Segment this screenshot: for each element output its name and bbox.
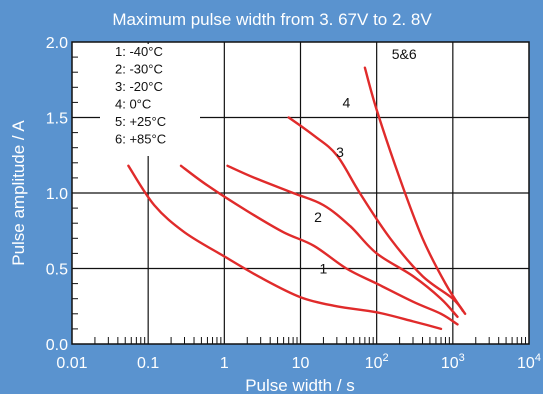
x-tick-label: 0.01 (56, 355, 87, 372)
curve-label-4: 4 (342, 94, 350, 110)
curves (127, 66, 467, 331)
curve-5&6 (363, 66, 464, 312)
x-tick-label: 0.1 (137, 355, 159, 372)
x-tick-label: 10 (292, 355, 310, 372)
grid-lines (72, 42, 529, 344)
curve-1 (127, 164, 443, 331)
y-tick-label: 1.0 (46, 186, 68, 203)
x-tick-labels: 0.01 0.1 1 10 102 103 104 (56, 352, 541, 372)
curve-label-2: 2 (314, 209, 322, 225)
legend-entry: 3: -20°C (115, 79, 163, 94)
curve-labels: 1 2 3 4 5&6 (314, 46, 417, 276)
x-tick-label: 1 (220, 355, 229, 372)
axis-ticks (72, 41, 527, 345)
legend: 1: -40°C 2: -30°C 3: -20°C 4: 0°C 5: +25°C 6:… (115, 44, 166, 147)
x-tick-exponent: 2 (383, 352, 389, 364)
curve-4 (287, 116, 467, 315)
legend-entry: 6: +85°C (115, 132, 166, 147)
chart-title: Maximum pulse width from 3. 67V to 2. 8V (112, 10, 432, 29)
legend-entry: 5: +25°C (115, 114, 166, 129)
y-tick-labels: 0.0 0.5 1.0 1.5 2.0 (46, 35, 68, 354)
curve-label-1: 1 (320, 261, 328, 277)
curve-2 (179, 164, 459, 326)
curve-label-5&6: 5&6 (392, 46, 417, 62)
x-axis-label: Pulse width / s (245, 376, 355, 394)
x-tick-exponent: 4 (535, 352, 541, 364)
y-tick-label: 1.5 (46, 111, 68, 128)
y-tick-label: 0.0 (46, 337, 68, 354)
y-tick-label: 0.5 (46, 262, 68, 279)
legend-entry: 2: -30°C (115, 62, 163, 77)
y-axis-label: Pulse amplitude / A (9, 120, 28, 266)
y-tick-label: 2.0 (46, 35, 68, 52)
legend-entry: 1: -40°C (115, 44, 163, 59)
curve-label-3: 3 (336, 144, 344, 160)
curve-3 (226, 164, 459, 318)
x-tick-exponent: 3 (459, 352, 465, 364)
legend-entry: 4: 0°C (115, 97, 151, 112)
legend-box (100, 44, 200, 156)
